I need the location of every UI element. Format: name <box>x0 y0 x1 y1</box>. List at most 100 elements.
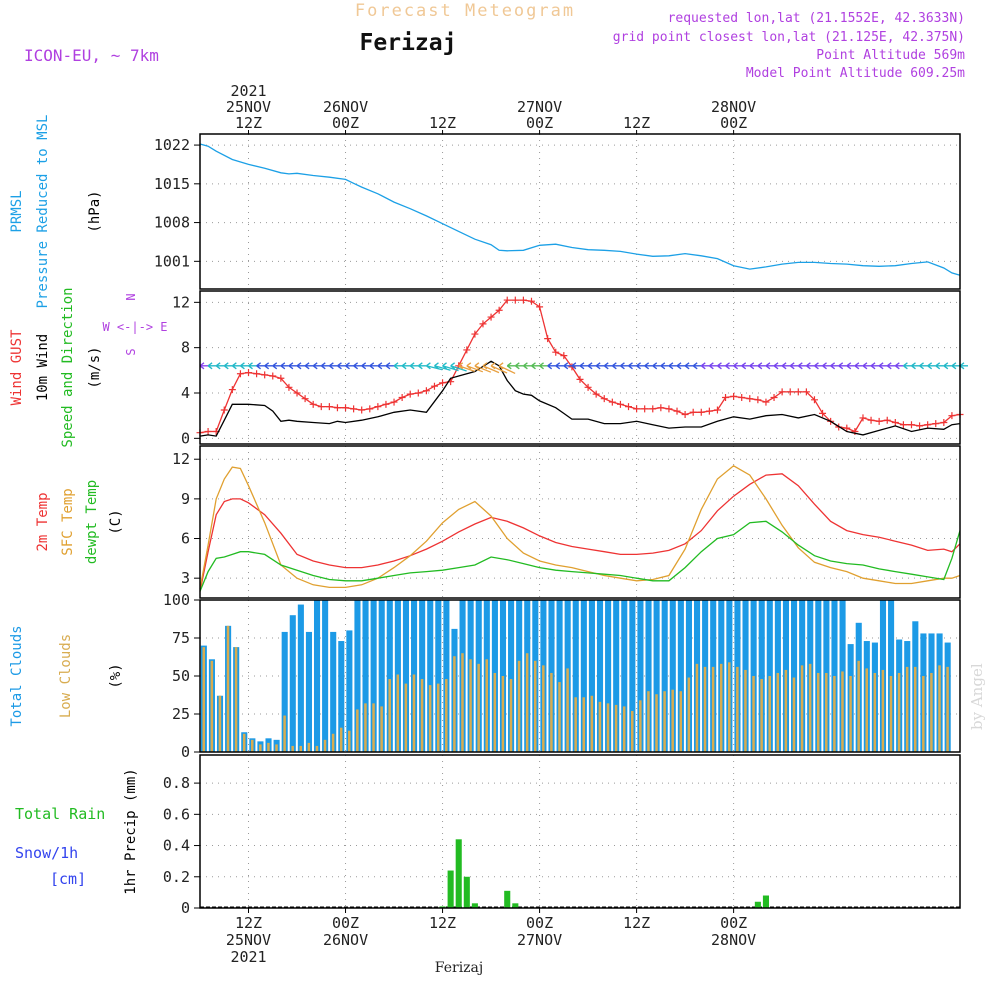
y-axis-label: SFC Temp <box>60 488 76 555</box>
wind-direction-arrow <box>498 362 516 374</box>
station-title: Ferizaj <box>360 30 457 56</box>
wind-direction-arrow <box>304 362 314 370</box>
low-cloud-bar <box>202 647 205 752</box>
gust-marker <box>325 403 333 411</box>
gust-marker <box>786 388 794 396</box>
y-tick-label: 0 <box>181 743 190 761</box>
gust-marker <box>891 418 899 426</box>
y-tick-label: 50 <box>172 667 190 685</box>
wind-direction-arrow <box>894 362 904 370</box>
rain-bar <box>455 839 462 908</box>
wind-direction-arrow <box>886 362 896 370</box>
low-cloud-bar <box>614 704 618 752</box>
low-cloud-bar <box>461 653 464 752</box>
wind-direction-arrow <box>296 362 306 370</box>
bottom-time-label: 00Z <box>720 914 747 932</box>
panel-frame <box>199 599 961 753</box>
total-cloud-bar <box>419 600 426 752</box>
series-line <box>199 520 961 592</box>
low-cloud-bar <box>356 709 359 752</box>
wind-direction-arrow <box>248 362 257 370</box>
wind-direction-arrow <box>620 362 629 370</box>
gust-marker <box>309 400 317 408</box>
wind-direction-arrow <box>442 362 459 372</box>
wind-direction-arrow <box>337 362 346 370</box>
low-cloud-bar <box>453 656 456 752</box>
bottom-time-label: 00Z <box>332 914 359 932</box>
y-tick-label: 25 <box>172 705 190 723</box>
panel-1: 12 8 4 0 Wind GUST 10m Wind Speed and Directio… <box>9 287 968 448</box>
wind-direction-arrow <box>862 362 871 370</box>
y-tick-label: 100 <box>163 591 190 609</box>
gust-marker <box>762 398 770 406</box>
top-time-label: 00Z <box>526 114 553 132</box>
total-cloud-bar <box>758 600 765 752</box>
wind-direction-arrow <box>393 362 403 370</box>
gust-marker <box>317 403 325 411</box>
wind-direction-arrow <box>417 362 427 370</box>
y-tick-label: 0 <box>181 429 190 447</box>
top-time-label: 27NOV <box>517 98 562 116</box>
low-cloud-bar <box>574 697 577 752</box>
top-time-label: 2021 <box>230 82 266 100</box>
y-axis-label: Speed and Direction <box>60 287 76 447</box>
low-cloud-bar <box>946 666 949 752</box>
low-cloud-bar <box>251 739 254 752</box>
y-axis-label: 2m Temp <box>35 492 51 551</box>
model-altitude: Model Point Altitude 609.25m <box>746 66 965 81</box>
bottom-time-label: 12Z <box>235 914 262 932</box>
y-tick-label: 3 <box>181 569 190 587</box>
wind-direction-arrow <box>523 362 532 370</box>
low-cloud-bar <box>428 685 432 752</box>
wind-direction-arrow <box>595 362 605 370</box>
low-cloud-bar <box>509 679 513 752</box>
low-cloud-bar <box>525 653 529 752</box>
low-cloud-bar <box>663 691 666 752</box>
wind-direction-arrow <box>345 362 354 370</box>
total-cloud-bar <box>330 631 337 752</box>
gust-marker <box>382 400 390 408</box>
low-cloud-bar <box>259 744 262 752</box>
gust-marker <box>342 404 350 412</box>
wind-direction-arrow <box>943 362 952 370</box>
top-time-label: 12Z <box>235 114 262 132</box>
gust-marker <box>810 396 818 404</box>
total-cloud-bar <box>378 600 385 752</box>
gust-marker <box>220 406 228 414</box>
gust-marker <box>374 403 382 411</box>
y-tick-label: 12 <box>172 293 190 311</box>
y-tick-label: 0.4 <box>163 837 190 855</box>
rain-bar <box>471 903 478 908</box>
rain-bar <box>439 906 446 908</box>
panel-3: 100 75 50 25 0 Total Clouds Low Clouds (%) <box>9 591 961 761</box>
low-cloud-bar <box>647 691 650 752</box>
gust-marker <box>633 405 641 413</box>
low-cloud-bar <box>283 715 286 752</box>
wind-direction-arrow <box>797 362 807 370</box>
y-unit-label: (%) <box>108 663 124 688</box>
bottom-time-label: 2021 <box>230 948 266 966</box>
wind-direction-arrow <box>531 362 540 370</box>
low-cloud-bar <box>412 674 416 752</box>
total-cloud-bar <box>427 600 434 752</box>
top-time-label: 12Z <box>429 114 456 132</box>
low-cloud-bar <box>348 730 351 752</box>
y-axis-label: Low Clouds <box>58 634 74 718</box>
wind-direction-arrow <box>700 362 710 370</box>
gust-marker <box>948 412 956 420</box>
wind-direction-arrow <box>288 362 297 370</box>
gust-marker <box>697 408 705 416</box>
wind-direction-arrow <box>466 362 484 373</box>
gust-marker <box>689 408 697 416</box>
wind-direction-arrow <box>571 362 580 370</box>
low-cloud-bar <box>339 727 343 752</box>
total-cloud-bar <box>653 600 660 752</box>
low-cloud-bar <box>445 679 448 752</box>
total-cloud-bar <box>338 641 345 752</box>
point-altitude: Point Altitude 569m <box>816 48 965 63</box>
total-cloud-bar <box>354 600 361 752</box>
wind-direction-arrow <box>401 362 411 370</box>
panel-frame <box>199 290 961 445</box>
wind-direction-arrow <box>328 362 338 370</box>
